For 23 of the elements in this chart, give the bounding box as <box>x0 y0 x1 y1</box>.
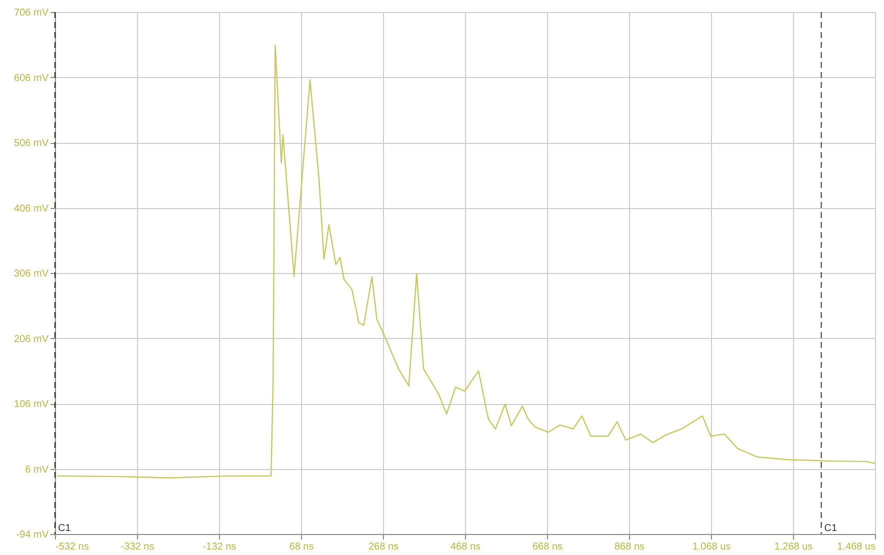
y-tick-label: -94 mV <box>16 530 49 540</box>
x-tick-label: 1.468 us <box>837 542 876 552</box>
y-tick-label: 306 mV <box>14 268 49 280</box>
x-tick-label: 268 ns <box>368 542 399 552</box>
ref-line-label: C1 <box>58 523 72 534</box>
x-tick-label: 1.268 us <box>774 542 813 552</box>
x-tick-label: 468 ns <box>450 542 481 552</box>
x-tick-label: -532 ns <box>56 542 89 552</box>
x-tick-label: 868 ns <box>614 542 645 552</box>
x-tick-label: 1.068 us <box>692 542 731 552</box>
y-tick-label: 106 mV <box>14 399 49 410</box>
y-tick-label: 6 mV <box>25 464 49 476</box>
y-tick-label: 406 mV <box>14 203 49 214</box>
x-tick-label: -132 ns <box>202 542 236 552</box>
x-tick-label: -332 ns <box>120 542 154 552</box>
x-tick-label: 68 ns <box>289 542 314 552</box>
x-tick-label: 668 ns <box>532 542 563 552</box>
ref-line-label: C1 <box>824 523 838 534</box>
y-tick-label: 206 mV <box>14 334 49 345</box>
y-tick-label: 606 mV <box>14 72 49 84</box>
line-series <box>56 44 876 478</box>
y-tick-label: 506 mV <box>14 138 49 149</box>
y-tick-label: 706 mV <box>14 8 49 18</box>
